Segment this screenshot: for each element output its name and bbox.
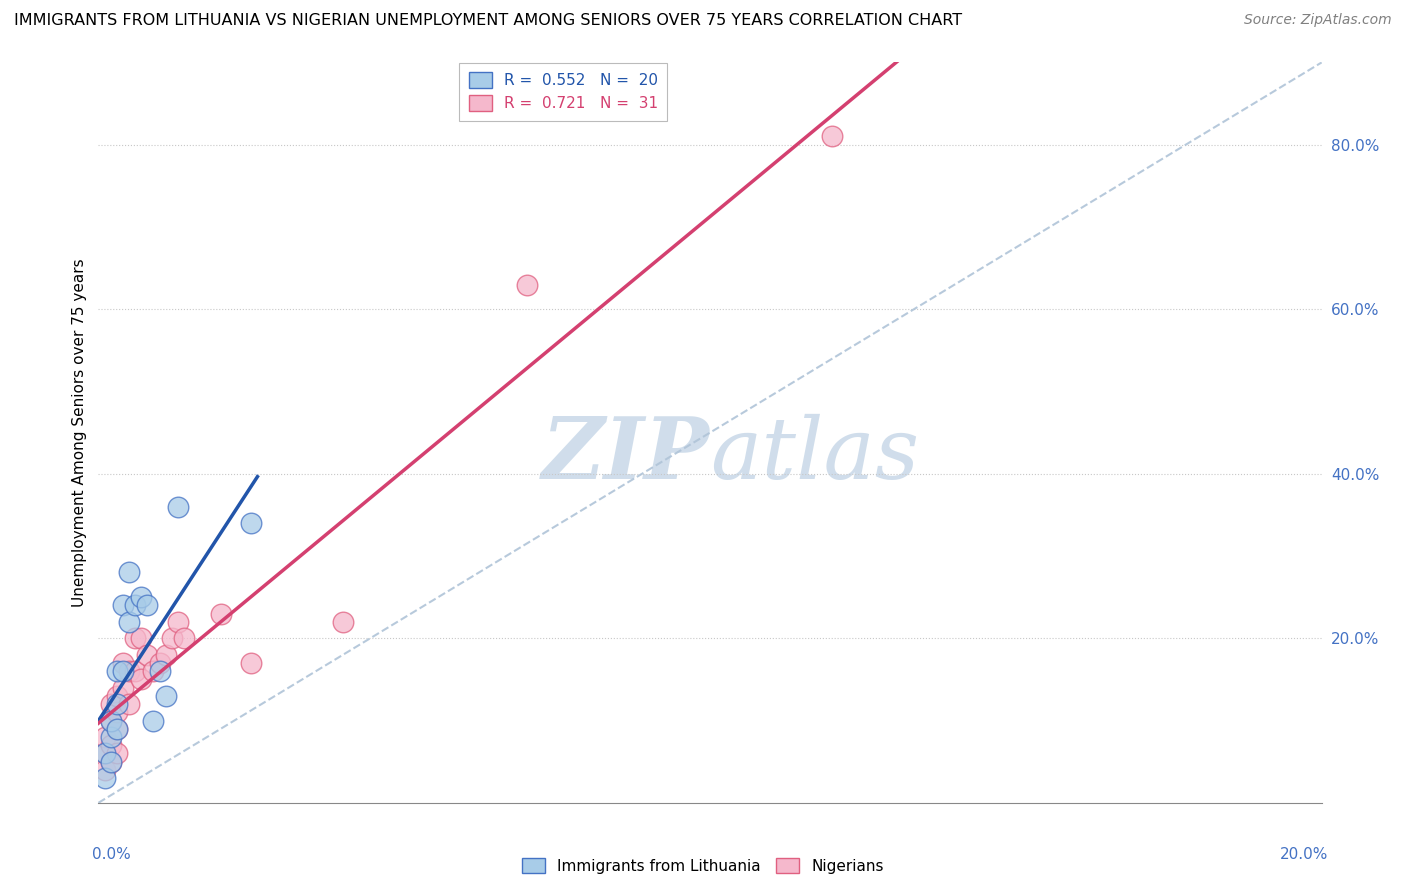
Point [105,747,128,761]
Point [149,656,172,670]
Point [240,656,263,670]
Point [516,277,538,292]
Point [124,664,146,678]
Point [118,697,141,711]
Point [100,714,122,728]
Point [129,632,152,646]
Y-axis label: Unemployment Among Seniors over 75 years: Unemployment Among Seniors over 75 years [72,259,87,607]
Point [93,747,115,761]
Point [821,129,844,144]
Point [124,632,146,646]
Point [93,771,115,785]
Point [136,648,159,662]
Point [149,664,172,678]
Point [105,697,128,711]
Point [142,714,165,728]
Point [100,738,122,752]
Text: atlas: atlas [710,414,920,496]
Point [93,747,115,761]
Point [93,763,115,777]
Point [167,500,190,514]
Point [129,673,152,687]
Point [155,689,177,703]
Point [142,664,165,678]
Point [105,722,128,736]
Point [240,516,263,530]
Point [111,664,134,678]
Legend: Immigrants from Lithuania, Nigerians: Immigrants from Lithuania, Nigerians [516,852,890,880]
Text: IMMIGRANTS FROM LITHUANIA VS NIGERIAN UNEMPLOYMENT AMONG SENIORS OVER 75 YEARS C: IMMIGRANTS FROM LITHUANIA VS NIGERIAN UN… [14,13,962,29]
Point [118,664,141,678]
Point [105,722,128,736]
Text: 0.0%: 0.0% [93,847,131,863]
Point [118,566,141,580]
Point [167,615,190,629]
Point [173,632,195,646]
Point [100,714,122,728]
Point [100,730,122,744]
Point [124,599,146,613]
Point [111,599,134,613]
Point [100,755,122,769]
Point [118,615,141,629]
Point [209,607,232,621]
Legend: R =  0.552   N =  20, R =  0.721   N =  31: R = 0.552 N = 20, R = 0.721 N = 31 [460,62,666,120]
Text: 20.0%: 20.0% [1279,847,1327,863]
Point [111,681,134,695]
Point [111,656,134,670]
Text: ZIP: ZIP [543,413,710,497]
Text: Source: ZipAtlas.com: Source: ZipAtlas.com [1244,13,1392,28]
Point [160,632,183,646]
Point [105,664,128,678]
Point [100,697,122,711]
Point [105,706,128,720]
Point [136,599,159,613]
Point [105,689,128,703]
Point [100,755,122,769]
Point [155,648,177,662]
Point [332,615,354,629]
Point [129,590,152,604]
Point [93,730,115,744]
